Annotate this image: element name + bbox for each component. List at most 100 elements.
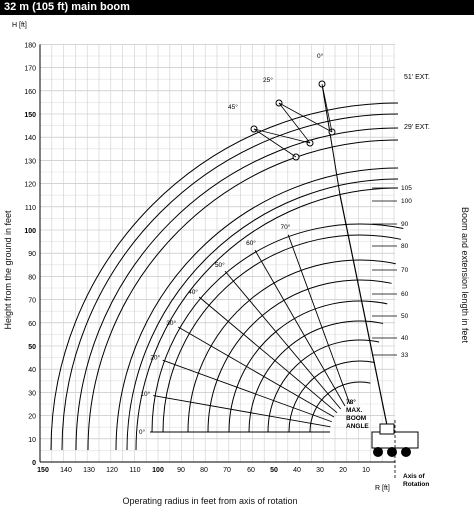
extension-link — [278, 102, 311, 144]
extension-arc — [61, 113, 399, 451]
boom-angle-line — [198, 296, 338, 414]
extension-arc — [50, 102, 399, 451]
y-axis-label: Height from the ground in feet — [3, 210, 13, 330]
extension-link — [253, 128, 311, 144]
x-tick-label: 130 — [83, 467, 95, 474]
crane-wheel — [373, 447, 383, 457]
y-tick-label: 100 — [24, 228, 36, 235]
x-tick-label: 70 — [223, 467, 231, 474]
extension-label-51: 51' EXT. — [404, 74, 430, 81]
extension-arc — [135, 187, 399, 451]
max-angle-line-4: ANGLE — [346, 423, 369, 430]
y-tick-label: 140 — [24, 135, 36, 142]
boom-angle-line — [287, 234, 351, 404]
extension-label-29: 29' EXT. — [404, 124, 430, 131]
extension-angle-label: 45° — [228, 103, 238, 111]
boom-length-arc — [267, 339, 380, 433]
extension-arc — [115, 167, 399, 451]
crane-illustration — [371, 420, 419, 478]
y-tick-label: 120 — [24, 182, 36, 189]
crane-wheel — [387, 447, 397, 457]
boom-length-label: 80 — [401, 243, 409, 250]
max-angle-line-2: MAX. — [346, 407, 362, 414]
right-axis-label: Boom and extension length in feet — [460, 206, 470, 344]
axis-rotation-line-1: Axis of — [403, 473, 426, 480]
y-tick-label: 110 — [25, 205, 36, 212]
y-tick-label: 20 — [28, 414, 36, 421]
tick-labels: 1801701601501401301201101009080706050403… — [24, 42, 412, 474]
boom-angle-label: 0° — [139, 428, 146, 436]
x-axis-unit: R [ft] — [375, 485, 390, 492]
boom-angle-label: 40° — [188, 288, 198, 296]
boom-length-arc — [151, 223, 404, 433]
y-tick-label: 70 — [28, 298, 36, 305]
boom-length-arc — [162, 234, 402, 433]
boom-line — [339, 194, 391, 441]
x-tick-label: 80 — [200, 467, 208, 474]
extension-arc — [87, 139, 399, 451]
max-angle-line-3: BOOM — [346, 415, 366, 422]
axis-rotation-line-2: Rotation — [403, 481, 429, 488]
boom-length-arc — [207, 279, 392, 433]
extension-angle-label: 25° — [263, 76, 273, 84]
boom-angle-line — [224, 270, 342, 410]
y-tick-label: 170 — [24, 66, 36, 73]
y-tick-label: 40 — [28, 367, 36, 374]
boom-length-label: 100 — [401, 198, 412, 205]
y-tick-label: 180 — [24, 42, 36, 49]
max-angle-line-1: 78° — [346, 398, 356, 406]
boom-length-label: 70 — [401, 267, 409, 274]
boom-length-arc — [187, 259, 396, 433]
y-tick-label: 80 — [28, 274, 36, 281]
x-tick-label: 60 — [247, 467, 255, 474]
x-tick-label: 100 — [152, 467, 164, 474]
boom-angle-label: 70° — [281, 223, 291, 231]
y-axis-unit: H [ft] — [12, 22, 27, 29]
y-tick-label: 60 — [28, 321, 36, 328]
x-tick-label: 150 — [37, 467, 49, 474]
extension-link — [253, 128, 297, 158]
boom-angle-label: 10° — [140, 390, 150, 398]
y-tick-label: 150 — [24, 112, 36, 119]
x-tick-label: 90 — [177, 467, 185, 474]
boom-angle-line — [254, 249, 346, 407]
x-tick-label: 120 — [106, 467, 118, 474]
boom-angle-lines — [150, 234, 351, 433]
extension-arc — [75, 127, 399, 451]
y-tick-label: 160 — [24, 89, 36, 96]
x-tick-label: 30 — [316, 467, 324, 474]
extension-link — [321, 83, 333, 133]
boom-length-label: 33 — [401, 352, 409, 359]
extension-angle-label: 0° — [317, 52, 324, 60]
boom-length-arcs — [151, 223, 404, 433]
boom-angle-label: 50° — [215, 261, 225, 269]
boom-length-label: 60 — [401, 291, 409, 298]
x-axis-label: Operating radius in feet from axis of ro… — [122, 496, 298, 506]
y-tick-label: 90 — [28, 251, 36, 258]
y-tick-label: 10 — [28, 437, 36, 444]
boom-length-arc — [248, 320, 384, 433]
x-tick-label: 10 — [362, 467, 370, 474]
grid — [39, 44, 395, 463]
x-tick-label: 40 — [293, 467, 301, 474]
boom-length-arc — [288, 360, 375, 433]
y-tick-label: 130 — [24, 158, 36, 165]
boom-length-arc — [228, 300, 388, 433]
extension-arcs — [50, 80, 399, 451]
y-tick-label: 50 — [28, 344, 36, 351]
boom-length-label: 50 — [401, 313, 409, 320]
boom-length-label: 90 — [401, 221, 409, 228]
crane-cab — [379, 423, 395, 435]
y-tick-label: 30 — [28, 390, 36, 397]
extension-line — [321, 83, 341, 196]
extension-link — [278, 102, 333, 133]
x-tick-label: 20 — [339, 467, 347, 474]
boom-angle-line — [153, 395, 331, 428]
y-tick-label: 0 — [32, 460, 36, 467]
boom-length-label: 105 — [401, 185, 412, 192]
boom-length-label: 40 — [401, 335, 409, 342]
boom-angle-label: 20° — [150, 353, 160, 361]
crane-wheel — [401, 447, 411, 457]
x-tick-label: 140 — [60, 467, 72, 474]
